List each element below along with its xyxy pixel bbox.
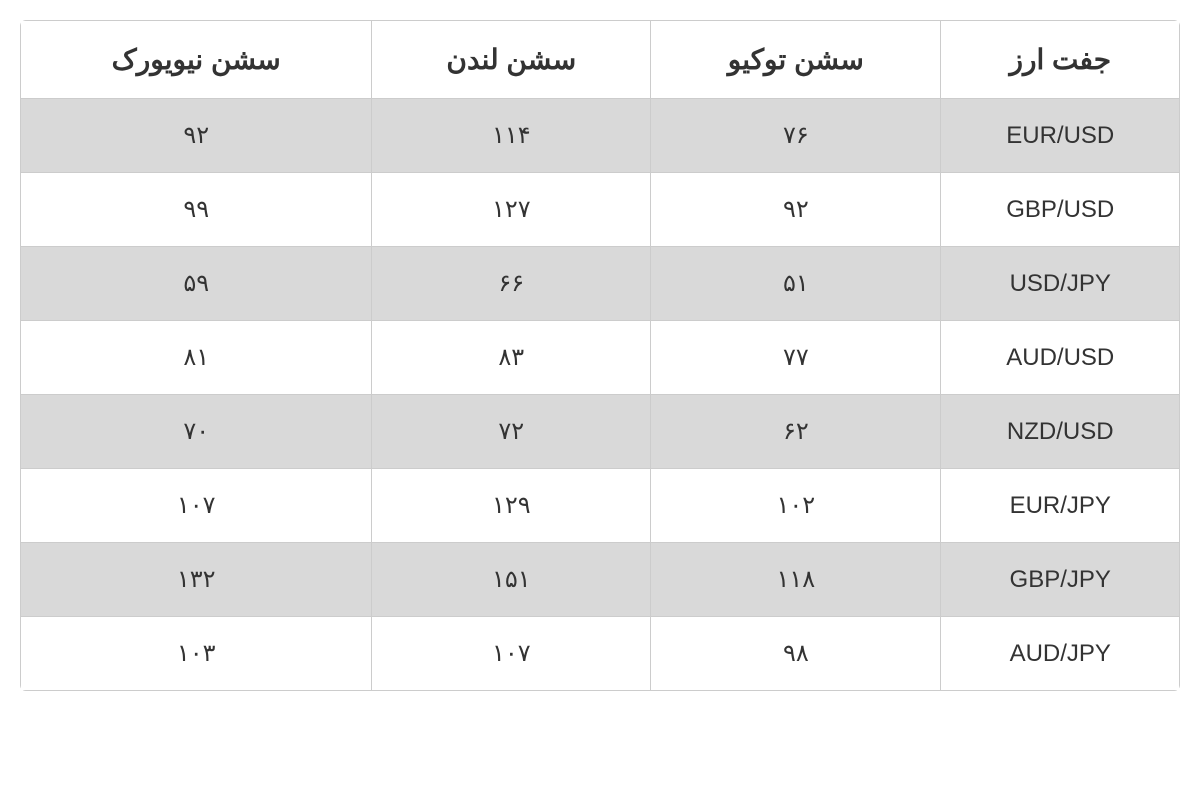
cell-pair: NZD/USD bbox=[941, 395, 1180, 469]
table-row: GBP/JPY ۱۱۸ ۱۵۱ ۱۳۲ bbox=[21, 543, 1180, 617]
cell-tokyo: ۶۲ bbox=[651, 395, 941, 469]
cell-tokyo: ۱۱۸ bbox=[651, 543, 941, 617]
table-row: AUD/JPY ۹۸ ۱۰۷ ۱۰۳ bbox=[21, 617, 1180, 691]
cell-pair: AUD/USD bbox=[941, 321, 1180, 395]
cell-newyork: ۸۱ bbox=[21, 321, 372, 395]
cell-newyork: ۹۹ bbox=[21, 173, 372, 247]
data-table: جفت ارز سشن توکیو سشن لندن سشن نیویورک E… bbox=[20, 20, 1180, 691]
cell-tokyo: ۷۶ bbox=[651, 99, 941, 173]
cell-london: ۷۲ bbox=[372, 395, 651, 469]
header-row: جفت ارز سشن توکیو سشن لندن سشن نیویورک bbox=[21, 21, 1180, 99]
cell-london: ۱۵۱ bbox=[372, 543, 651, 617]
cell-pair: USD/JPY bbox=[941, 247, 1180, 321]
cell-london: ۶۶ bbox=[372, 247, 651, 321]
cell-tokyo: ۷۷ bbox=[651, 321, 941, 395]
cell-newyork: ۱۰۳ bbox=[21, 617, 372, 691]
cell-london: ۱۲۹ bbox=[372, 469, 651, 543]
forex-session-table: جفت ارز سشن توکیو سشن لندن سشن نیویورک E… bbox=[20, 20, 1180, 691]
table-body: EUR/USD ۷۶ ۱۱۴ ۹۲ GBP/USD ۹۲ ۱۲۷ ۹۹ USD/… bbox=[21, 99, 1180, 691]
cell-newyork: ۹۲ bbox=[21, 99, 372, 173]
cell-pair: AUD/JPY bbox=[941, 617, 1180, 691]
table-row: EUR/JPY ۱۰۲ ۱۲۹ ۱۰۷ bbox=[21, 469, 1180, 543]
table-row: AUD/USD ۷۷ ۸۳ ۸۱ bbox=[21, 321, 1180, 395]
cell-newyork: ۵۹ bbox=[21, 247, 372, 321]
cell-pair: EUR/JPY bbox=[941, 469, 1180, 543]
column-header-tokyo: سشن توکیو bbox=[651, 21, 941, 99]
cell-newyork: ۱۳۲ bbox=[21, 543, 372, 617]
column-header-newyork: سشن نیویورک bbox=[21, 21, 372, 99]
cell-tokyo: ۹۲ bbox=[651, 173, 941, 247]
cell-pair: EUR/USD bbox=[941, 99, 1180, 173]
column-header-london: سشن لندن bbox=[372, 21, 651, 99]
cell-london: ۸۳ bbox=[372, 321, 651, 395]
cell-pair: GBP/JPY bbox=[941, 543, 1180, 617]
cell-tokyo: ۵۱ bbox=[651, 247, 941, 321]
table-row: GBP/USD ۹۲ ۱۲۷ ۹۹ bbox=[21, 173, 1180, 247]
cell-london: ۱۲۷ bbox=[372, 173, 651, 247]
column-header-pair: جفت ارز bbox=[941, 21, 1180, 99]
cell-london: ۱۰۷ bbox=[372, 617, 651, 691]
cell-newyork: ۷۰ bbox=[21, 395, 372, 469]
cell-newyork: ۱۰۷ bbox=[21, 469, 372, 543]
cell-pair: GBP/USD bbox=[941, 173, 1180, 247]
cell-tokyo: ۱۰۲ bbox=[651, 469, 941, 543]
table-header: جفت ارز سشن توکیو سشن لندن سشن نیویورک bbox=[21, 21, 1180, 99]
cell-tokyo: ۹۸ bbox=[651, 617, 941, 691]
table-row: EUR/USD ۷۶ ۱۱۴ ۹۲ bbox=[21, 99, 1180, 173]
cell-london: ۱۱۴ bbox=[372, 99, 651, 173]
table-row: NZD/USD ۶۲ ۷۲ ۷۰ bbox=[21, 395, 1180, 469]
table-row: USD/JPY ۵۱ ۶۶ ۵۹ bbox=[21, 247, 1180, 321]
